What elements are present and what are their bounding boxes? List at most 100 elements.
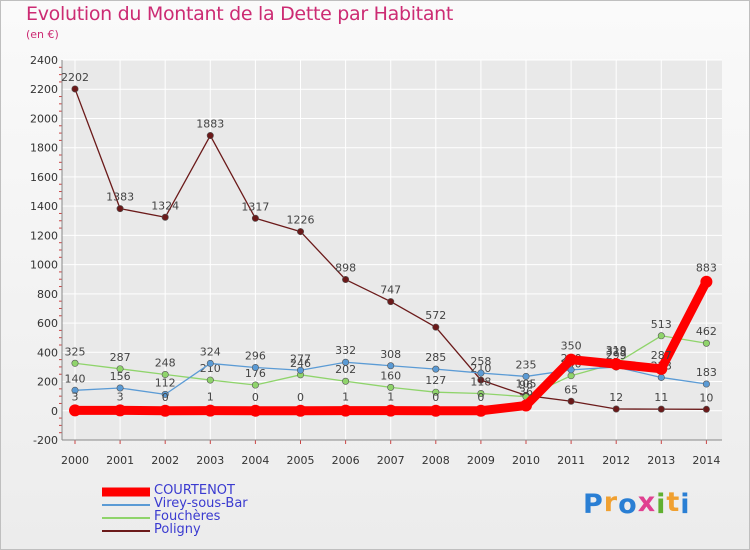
y-tick-label: 800 <box>37 288 58 301</box>
x-tick-label: 2006 <box>332 454 360 467</box>
data-point-virey-sous-bar <box>702 380 710 388</box>
data-label-courtenot: 36 <box>519 386 533 399</box>
data-point-virey-sous-bar <box>342 358 350 366</box>
data-point-fouch-res <box>657 332 665 340</box>
data-point-courtenot <box>700 275 713 288</box>
data-label-virey-sous-bar: 324 <box>200 345 221 358</box>
proxiti-logo: Proxiti <box>583 487 691 520</box>
legend-label-poligny: Poligny <box>154 522 201 537</box>
data-point-virey-sous-bar <box>296 366 304 374</box>
data-label-virey-sous-bar: 285 <box>425 351 446 364</box>
x-tick-label: 2008 <box>422 454 450 467</box>
data-label-poligny: 572 <box>425 309 446 322</box>
data-label-virey-sous-bar: 308 <box>380 348 401 361</box>
data-label-poligny: 1324 <box>151 199 179 212</box>
data-label-courtenot: 0 <box>477 391 484 404</box>
logo-letter: i <box>680 489 691 520</box>
data-label-fouch-res: 202 <box>335 363 356 376</box>
logo-letter: t <box>666 487 681 518</box>
data-point-poligny <box>612 405 620 413</box>
data-point-fouch-res <box>71 359 79 367</box>
data-point-courtenot <box>429 404 442 417</box>
data-label-fouch-res: 513 <box>651 318 672 331</box>
data-label-poligny: 1317 <box>241 200 269 213</box>
data-label-fouch-res: 462 <box>696 325 717 338</box>
data-point-virey-sous-bar <box>567 366 575 374</box>
data-label-courtenot: 350 <box>561 340 582 353</box>
data-point-virey-sous-bar <box>71 386 79 394</box>
x-tick-label: 2005 <box>287 454 315 467</box>
y-tick-label: 2200 <box>30 83 58 96</box>
y-tick-label: -200 <box>33 434 58 447</box>
legend-label-fouch-res: Fouchères <box>154 509 221 524</box>
data-point-poligny <box>116 205 124 213</box>
data-point-poligny <box>342 276 350 284</box>
data-point-poligny <box>432 323 440 331</box>
data-point-virey-sous-bar <box>251 364 259 372</box>
data-point-poligny <box>387 298 395 306</box>
data-label-virey-sous-bar: 156 <box>110 370 131 383</box>
data-point-poligny <box>206 132 214 140</box>
logo-letter: i <box>656 489 667 520</box>
data-label-courtenot: 0 <box>252 391 259 404</box>
y-tick-label: 0 <box>51 405 58 418</box>
data-label-virey-sous-bar: 112 <box>155 376 176 389</box>
data-label-fouch-res: 210 <box>200 362 221 375</box>
data-point-poligny <box>477 376 485 384</box>
data-label-courtenot: 0 <box>297 391 304 404</box>
data-point-fouch-res <box>567 372 575 380</box>
y-tick-label: 1800 <box>30 142 58 155</box>
data-label-poligny: 1883 <box>196 118 224 131</box>
data-point-fouch-res <box>116 365 124 373</box>
plot-area <box>62 60 722 440</box>
data-point-fouch-res <box>387 383 395 391</box>
x-tick-label: 2012 <box>602 454 630 467</box>
data-label-fouch-res: 287 <box>110 351 131 364</box>
data-point-virey-sous-bar <box>657 373 665 381</box>
x-tick-label: 2010 <box>512 454 540 467</box>
data-point-virey-sous-bar <box>206 359 214 367</box>
logo-letter: x <box>637 487 657 518</box>
data-point-virey-sous-bar <box>161 390 169 398</box>
y-tick-label: 1400 <box>30 200 58 213</box>
y-tick-label: 1600 <box>30 171 58 184</box>
x-tick-label: 2003 <box>196 454 224 467</box>
data-label-poligny: 210 <box>470 362 491 375</box>
data-point-courtenot <box>474 404 487 417</box>
data-point-courtenot <box>520 399 532 412</box>
data-label-virey-sous-bar: 183 <box>696 366 717 379</box>
data-label-virey-sous-bar: 235 <box>516 358 537 371</box>
data-point-courtenot <box>339 404 352 417</box>
x-tick-label: 2001 <box>106 454 134 467</box>
data-point-fouch-res <box>161 371 169 379</box>
data-label-poligny: 11 <box>654 391 668 404</box>
data-point-poligny <box>251 214 259 222</box>
data-label-poligny: 898 <box>335 262 356 275</box>
chart-unit: (en €) <box>26 28 59 41</box>
data-label-poligny: 10 <box>699 391 713 404</box>
data-label-courtenot: 319 <box>606 344 627 357</box>
data-label-fouch-res: 246 <box>290 357 311 370</box>
logo-letter: r <box>603 487 619 518</box>
data-point-poligny <box>657 405 665 413</box>
data-point-fouch-res <box>251 381 259 389</box>
data-point-courtenot <box>159 404 172 417</box>
data-label-courtenot: 0 <box>162 391 169 404</box>
data-label-fouch-res: 96 <box>519 379 533 392</box>
data-point-fouch-res <box>702 339 710 347</box>
data-point-fouch-res <box>342 377 350 385</box>
y-tick-label: 200 <box>37 376 58 389</box>
data-point-courtenot <box>655 362 668 375</box>
data-label-virey-sous-bar: 258 <box>470 355 491 368</box>
data-point-virey-sous-bar <box>522 372 530 380</box>
data-point-virey-sous-bar <box>387 362 395 370</box>
data-point-courtenot <box>204 404 217 417</box>
data-label-poligny: 1383 <box>106 191 134 204</box>
data-label-virey-sous-bar: 299 <box>606 349 627 362</box>
y-tick-label: 600 <box>37 317 58 330</box>
data-label-courtenot: 0 <box>432 391 439 404</box>
data-point-fouch-res <box>432 388 440 396</box>
data-point-courtenot <box>69 404 81 417</box>
chart-title: Evolution du Montant de la Dette par Hab… <box>26 3 454 25</box>
data-point-courtenot <box>249 404 262 417</box>
